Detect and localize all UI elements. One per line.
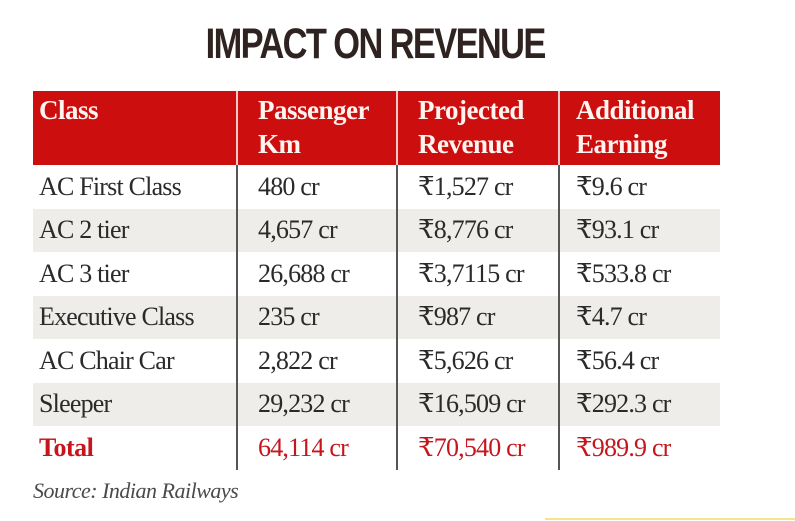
cell-projected-revenue: ₹5,626 cr (396, 339, 558, 383)
table-row: AC First Class 480 cr ₹1,527 cr ₹9.6 cr (33, 165, 720, 209)
table-total-row: Total 64,114 cr ₹70,540 cr ₹989.9 cr (33, 426, 720, 470)
cell-projected-revenue: ₹987 cr (396, 295, 558, 339)
source-note: Source: Indian Railways (33, 478, 239, 503)
cell-additional-earning: ₹533.8 cr (558, 252, 720, 296)
header-projected-revenue: Projected Revenue (396, 91, 558, 165)
table-row: AC Chair Car 2,822 cr ₹5,626 cr ₹56.4 cr (33, 339, 720, 383)
chart-title: IMPACT ON REVENUE (205, 20, 547, 68)
cell-class: AC First Class (39, 171, 182, 201)
cell-passenger-km: 26,688 cr (236, 252, 396, 296)
cell-class: Executive Class (39, 302, 195, 332)
cell-passenger-km: 2,822 cr (236, 339, 396, 383)
revenue-table: Class Passenger Km Projected Revenue Add… (33, 91, 720, 470)
table-row: AC 2 tier 4,657 cr ₹8,776 cr ₹93.1 cr (33, 208, 720, 252)
cell-additional-earning: ₹292.3 cr (558, 382, 720, 426)
cell-total-additional-earning: ₹989.9 cr (558, 426, 720, 470)
cell-passenger-km: 4,657 cr (236, 208, 396, 252)
header-class: Class (39, 95, 99, 125)
decorative-divider (545, 518, 795, 520)
cell-passenger-km: 29,232 cr (236, 382, 396, 426)
cell-class: AC 3 tier (39, 258, 129, 288)
header-passenger-km: Passenger Km (236, 91, 396, 165)
cell-class: Sleeper (39, 389, 112, 419)
cell-total-label: Total (39, 432, 94, 462)
table-row: Executive Class 235 cr ₹987 cr ₹4.7 cr (33, 295, 720, 339)
table-header-row: Class Passenger Km Projected Revenue Add… (33, 91, 720, 165)
cell-passenger-km: 480 cr (236, 165, 396, 209)
cell-projected-revenue: ₹3,7115 cr (396, 252, 558, 296)
cell-passenger-km: 235 cr (236, 295, 396, 339)
cell-total-projected-revenue: ₹70,540 cr (396, 426, 558, 470)
cell-additional-earning: ₹56.4 cr (558, 339, 720, 383)
cell-projected-revenue: ₹8,776 cr (396, 208, 558, 252)
table-row: AC 3 tier 26,688 cr ₹3,7115 cr ₹533.8 cr (33, 252, 720, 296)
cell-additional-earning: ₹9.6 cr (558, 165, 720, 209)
cell-total-passenger-km: 64,114 cr (236, 426, 396, 470)
table-row: Sleeper 29,232 cr ₹16,509 cr ₹292.3 cr (33, 382, 720, 426)
header-additional-earning: Additional Earning (558, 91, 720, 165)
cell-projected-revenue: ₹16,509 cr (396, 382, 558, 426)
cell-class: AC Chair Car (39, 345, 175, 375)
cell-projected-revenue: ₹1,527 cr (396, 165, 558, 209)
cell-additional-earning: ₹4.7 cr (558, 295, 720, 339)
cell-class: AC 2 tier (39, 215, 129, 245)
cell-additional-earning: ₹93.1 cr (558, 208, 720, 252)
